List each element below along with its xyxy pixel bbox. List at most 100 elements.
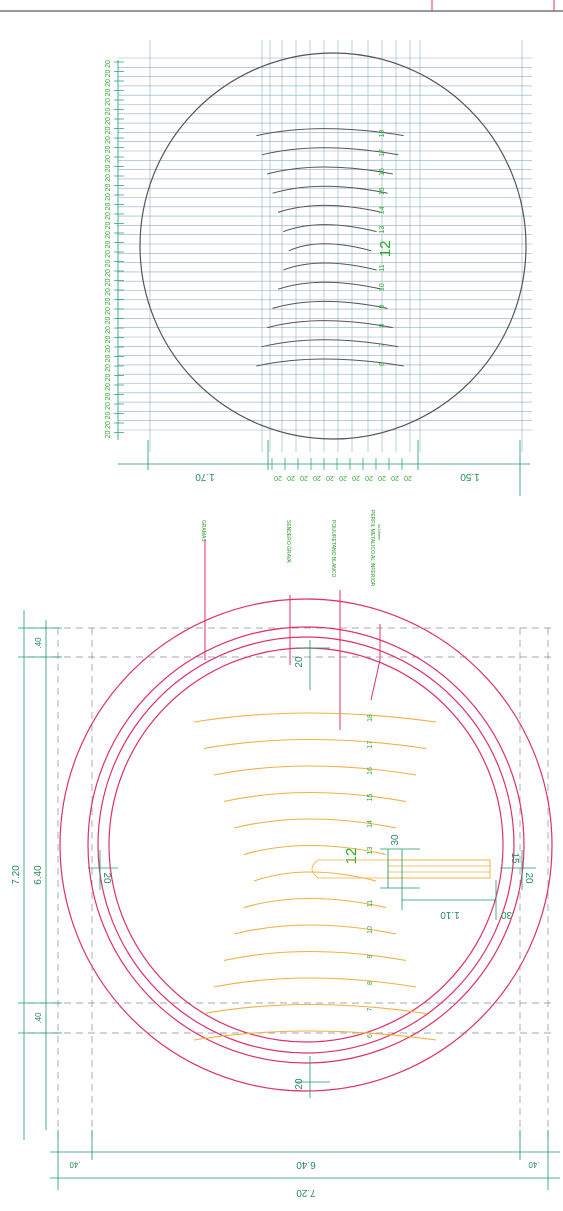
chain-label: 20 [105, 269, 112, 277]
chain-label: 20 [105, 155, 112, 163]
dimension-chain-left: 2020202020202020202020202020202020202020… [105, 60, 124, 440]
note-poly: POLIURETANO BLANCO [330, 520, 336, 578]
seating-arc [233, 924, 397, 935]
plan-row-label: 13 [379, 226, 386, 234]
chain-label: 20 [105, 288, 112, 296]
chain-label: 20 [105, 241, 112, 249]
bench [311, 848, 497, 920]
chain-label: 20 [105, 203, 112, 211]
plan-row-labels: 6 7 8 9 10 11 12 13 14 15 16 17 18 [377, 130, 394, 366]
plan-row-arc [283, 224, 377, 233]
plan-row-arc [283, 262, 377, 271]
chain-label: 20 [404, 474, 412, 481]
seating-arc [213, 977, 417, 988]
chain-label: 20 [326, 474, 334, 481]
gap-right: 20 [523, 872, 534, 884]
chain-label: 20 [105, 231, 112, 239]
plan-row-arc [288, 243, 372, 252]
dimension-chain-bottom: 20 20 20 20 20 20 20 20 20 20 20 [271, 458, 412, 481]
plan-row-label: 15 [379, 187, 386, 195]
seating-arc [213, 765, 417, 776]
chain-label: 20 [391, 474, 399, 481]
dim-edge-bottom-a: .40 [69, 1160, 81, 1169]
plan-row-label: 12 [377, 240, 394, 257]
chain-label: 20 [105, 307, 112, 315]
sheet-frame [0, 0, 563, 12]
plan-row-arc [272, 300, 388, 309]
plan-row-arc [277, 281, 383, 290]
chain-label: 20 [105, 383, 112, 391]
seating-arc [233, 818, 397, 829]
chain-label: 20 [105, 108, 112, 116]
material-callouts: GRAMAS SENDERO GRAVA POLIURETANO BLANCO … [200, 510, 382, 730]
seating-row-label: 8 [367, 981, 374, 985]
chain-label: 20 [105, 298, 112, 306]
chain-label: 20 [105, 184, 112, 192]
chain-label: 20 [105, 412, 112, 420]
seating-row-label: 6 [367, 1034, 374, 1038]
gap-top: 20 [294, 656, 305, 668]
chain-label: 20 [105, 146, 112, 154]
dim-edge-top-b: .40 [34, 1012, 43, 1024]
note-profile: PERFIL METALICO AL INFERIOR [369, 510, 375, 587]
chain-label: 20 [287, 474, 295, 481]
chain-label: 20 [105, 421, 112, 429]
chain-label: 20 [105, 165, 112, 173]
plan-row-arc [256, 128, 404, 137]
note-gravel: SENDERO GRAVA [285, 520, 291, 564]
chain-label: 20 [105, 326, 112, 334]
plan-row-label: 9 [379, 304, 386, 308]
plan-row-label: 11 [379, 264, 386, 271]
chain-label: 20 [105, 402, 112, 410]
chain-label: 20 [300, 474, 308, 481]
seating-arc [193, 712, 437, 723]
plan-arcs [256, 128, 404, 367]
plan-row-arc [256, 358, 404, 367]
plan-row-label: 17 [379, 149, 386, 157]
seating-row-label: 17 [367, 741, 374, 749]
chain-label: 20 [105, 60, 112, 68]
dim-outer-top: 7.20 [11, 865, 22, 885]
plan-row-label: 16 [379, 168, 386, 176]
chain-label: 20 [105, 70, 112, 78]
chain-label: 20 [105, 317, 112, 325]
seating-row-label: 7 [367, 1007, 374, 1011]
seating-row-label: 14 [367, 820, 374, 828]
plan-row-arc [272, 185, 388, 194]
plan-row-arc [261, 147, 399, 156]
plan-row-arc [267, 320, 393, 329]
dim-edge-top-a: .40 [34, 637, 43, 649]
plan-row-label: 7 [379, 343, 386, 347]
plan-row-label: 6 [379, 362, 386, 366]
gap-left: 20 [101, 872, 112, 884]
chain-label: 20 [105, 79, 112, 87]
seating-arc [193, 1030, 437, 1041]
chain-label: 20 [105, 260, 112, 268]
ring-plan: 6 7 8 9 10 11 13 14 15 16 17 18 12 30 1.10 .30 15 2… [11, 598, 560, 1198]
seating-arcs [193, 712, 437, 1041]
gap-bottom: 20 [294, 1078, 305, 1090]
bench-dim-end: 15 [509, 852, 520, 864]
ring-middle-inner [97, 636, 515, 1054]
chain-label: 20 [105, 345, 112, 353]
chain-label: 20 [105, 431, 112, 439]
seating-row-label: 11 [367, 900, 374, 907]
seating-arc [203, 738, 427, 750]
ring-outer [59, 598, 553, 1092]
chain-label: 20 [105, 136, 112, 144]
chain-label: 20 [105, 212, 112, 220]
plan-row-label: 8 [379, 324, 386, 328]
chain-label: 20 [378, 474, 386, 481]
seating-row-label: 10 [367, 926, 374, 934]
ring-middle-outer [87, 626, 525, 1064]
plan-circle [139, 52, 527, 440]
seating-row-label: 9 [367, 954, 374, 958]
seating-arc [223, 950, 407, 962]
seating-arc [223, 791, 407, 803]
chain-label: 20 [105, 127, 112, 135]
chain-label: 20 [105, 336, 112, 344]
ring-center-row: 12 [343, 848, 360, 865]
seating-row-labels: 6 7 8 9 10 11 13 14 15 16 17 18 [367, 714, 374, 1038]
